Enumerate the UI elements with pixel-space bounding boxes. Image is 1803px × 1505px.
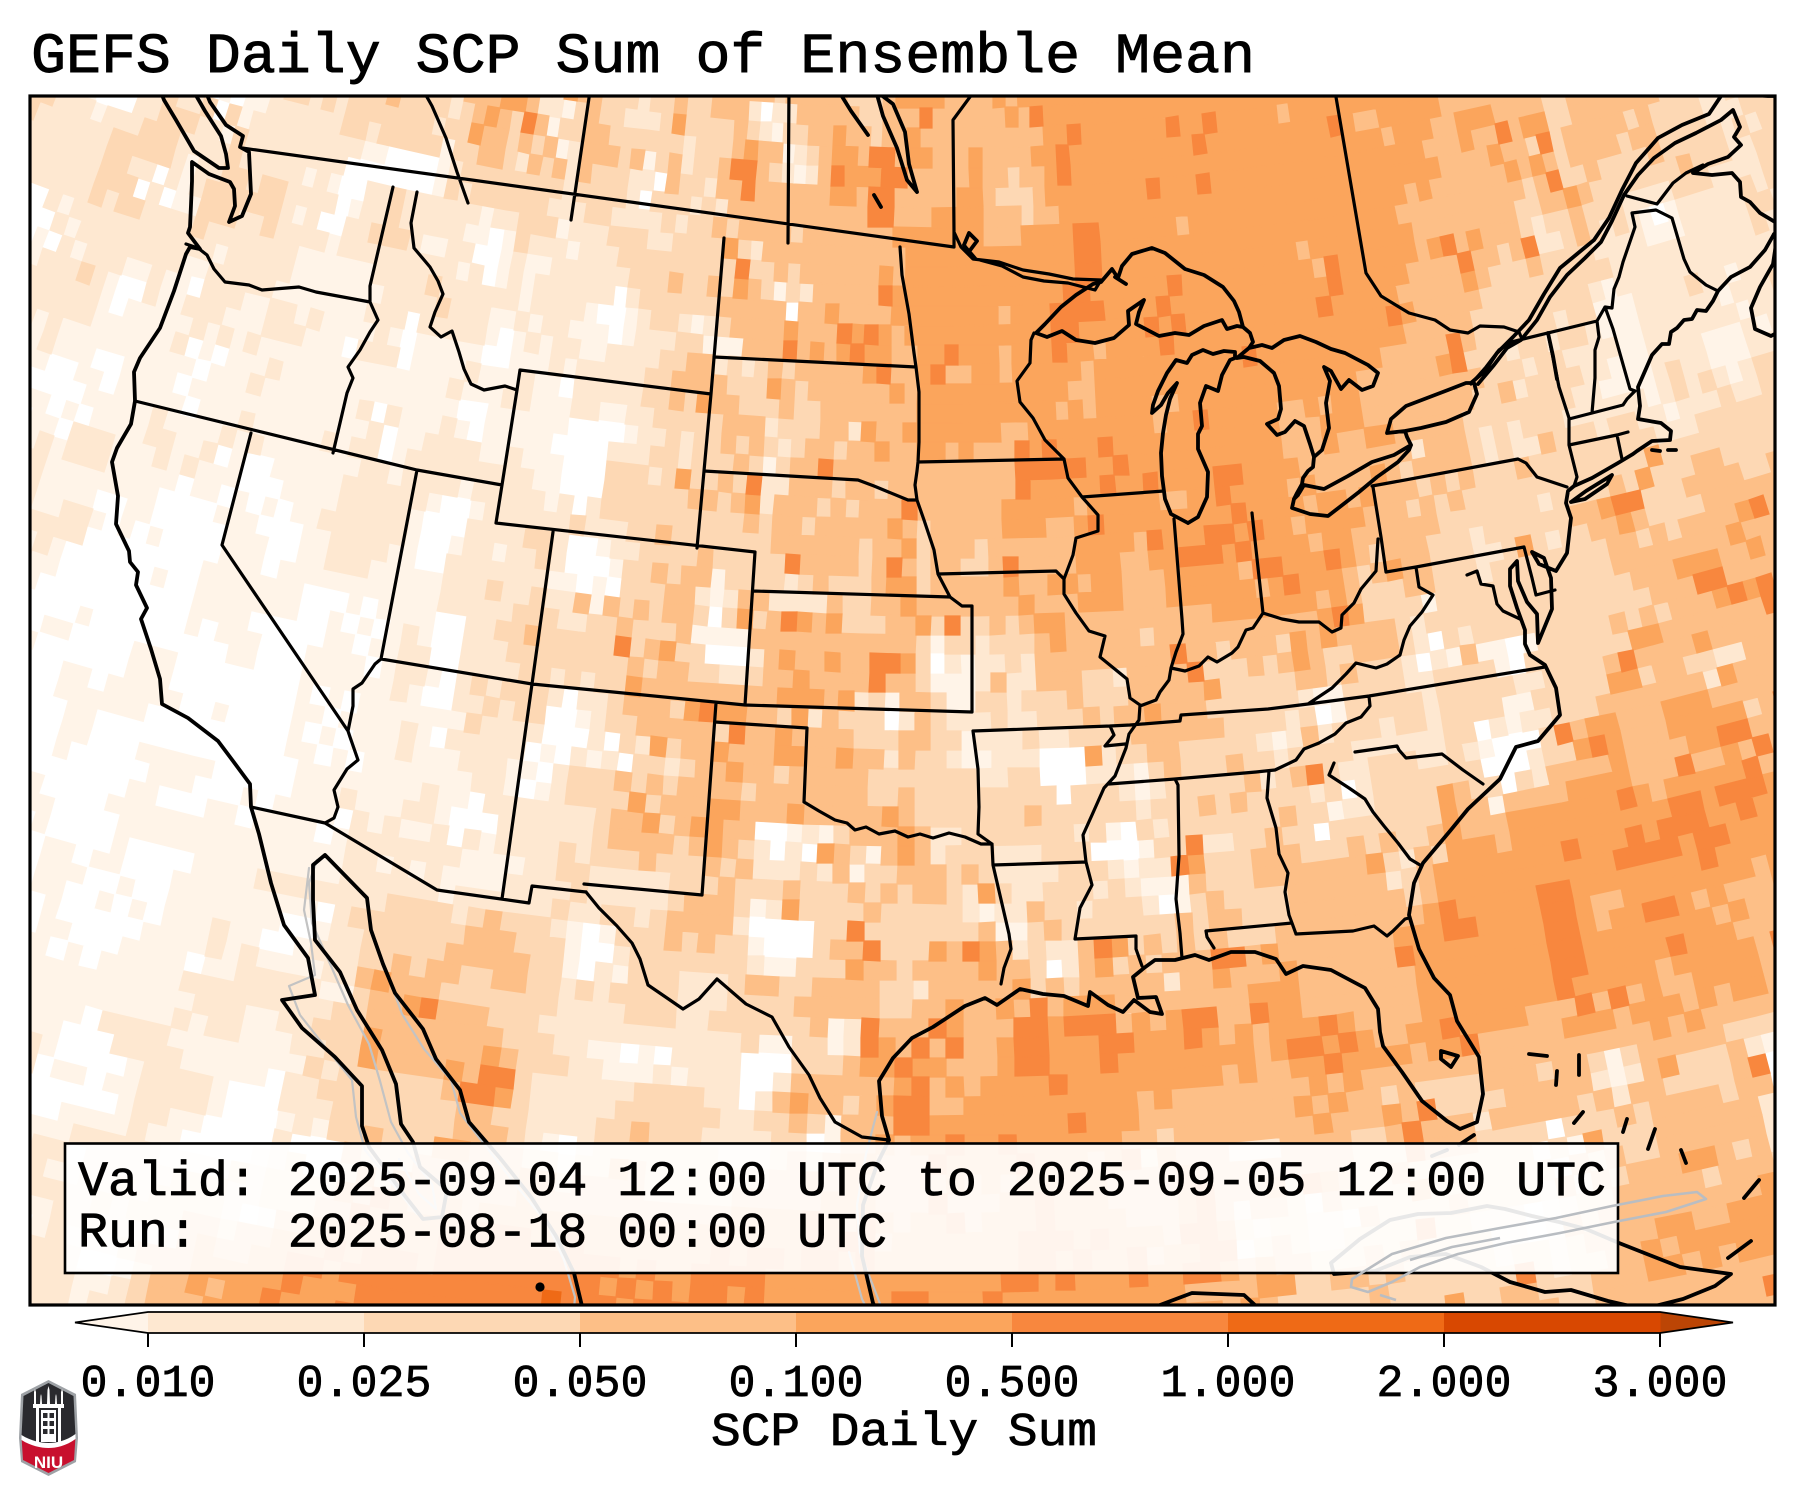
svg-text:0.500: 0.500 xyxy=(944,1359,1079,1410)
svg-text:GEFS Daily SCP Sum of Ensemble: GEFS Daily SCP Sum of Ensemble Mean xyxy=(31,26,1255,90)
svg-text:3.000: 3.000 xyxy=(1592,1359,1727,1410)
svg-text:0.050: 0.050 xyxy=(512,1359,647,1410)
svg-text:0.025: 0.025 xyxy=(296,1359,431,1410)
svg-text:SCP Daily Sum: SCP Daily Sum xyxy=(711,1406,1097,1460)
svg-text:0.010: 0.010 xyxy=(80,1359,215,1410)
svg-text:0.100: 0.100 xyxy=(728,1359,863,1410)
svg-text:2.000: 2.000 xyxy=(1376,1359,1511,1410)
svg-text:NIU: NIU xyxy=(34,1453,63,1472)
svg-text:Run: 2025-08-18 00:00 UTC: Run: 2025-08-18 00:00 UTC xyxy=(78,1206,887,1262)
svg-text:Valid: 2025-09-04 12:00 UTC to: Valid: 2025-09-04 12:00 UTC to 2025-09-0… xyxy=(78,1154,1606,1210)
svg-text:1.000: 1.000 xyxy=(1160,1359,1295,1410)
